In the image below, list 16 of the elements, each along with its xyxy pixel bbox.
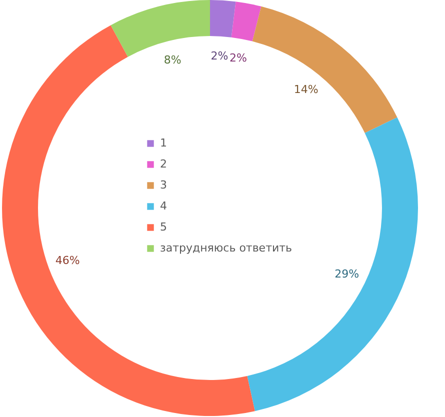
data-label: 2%	[229, 52, 247, 65]
legend-label: 2	[160, 158, 167, 170]
legend-label: 3	[160, 178, 167, 192]
donut-slice	[210, 0, 236, 38]
data-label: 29%	[334, 267, 360, 280]
donut-slice	[110, 0, 210, 57]
data-label: 8%	[164, 54, 182, 67]
legend-label: 1	[160, 136, 167, 150]
legend-label: затрудняюсь ответить	[160, 242, 292, 254]
donut-slice	[252, 6, 398, 134]
legend-label: 5	[160, 220, 167, 234]
donut-slice	[231, 2, 262, 42]
data-label: 46%	[55, 254, 80, 268]
data-label: 2%	[210, 49, 228, 62]
data-label: 14%	[294, 83, 318, 96]
legend-label: 4	[160, 200, 167, 212]
